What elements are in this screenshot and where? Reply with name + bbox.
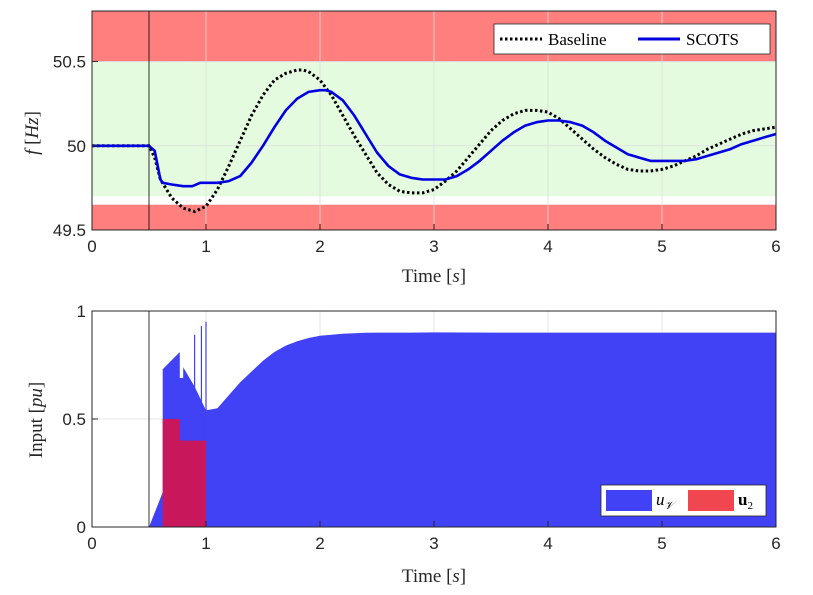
x-label-unit: s [452, 266, 459, 287]
x-tick-label: 1 [201, 534, 210, 553]
x-tick-label: 3 [429, 534, 438, 553]
x-tick-label: 3 [429, 237, 438, 256]
y-label-unit: pu [26, 388, 47, 409]
series-line-scots [92, 88, 776, 188]
frequency-chart: 0 1 2 3 4 5 6 49.5 50 50.5 f [Hz] Time [s] Baseli… [22, 10, 781, 287]
x-label-text: Time [402, 266, 441, 287]
input-x-axis-label: Time [s] [402, 566, 466, 587]
x-tick-label: 5 [657, 237, 666, 256]
y-tick-label: 50.5 [53, 53, 86, 72]
x-tick-label: 5 [657, 534, 666, 553]
frequency-legend: Baseline SCOTS [493, 23, 771, 55]
x-label-unit: s [452, 566, 459, 587]
y-tick-label: 0 [77, 518, 86, 537]
x-tick-label: 2 [315, 237, 324, 256]
y-tick-label: 50 [67, 137, 86, 156]
input-y-axis-label: Input [pu] [26, 382, 47, 459]
x-tick-label: 6 [771, 237, 780, 256]
y-tick-label: 0.5 [62, 410, 86, 429]
y-tick-label: 1 [77, 302, 86, 321]
y-label-text: Input [26, 417, 47, 458]
x-tick-label: 4 [543, 237, 552, 256]
x-tick-label: 2 [315, 534, 324, 553]
x-tick-label: 1 [201, 237, 210, 256]
area-u2 [162, 419, 206, 527]
area-uv [149, 332, 776, 527]
legend-label-u2: u2 [738, 490, 753, 512]
input-chart: 0 1 2 3 4 5 6 0 0.5 1 Input [pu] Time [s] u𝒱 u2 [26, 302, 781, 587]
legend-swatch-u2 [688, 490, 734, 511]
legend-label-scots: SCOTS [686, 30, 739, 49]
frequency-x-axis-label: Time [s] [402, 266, 466, 287]
legend-swatch-uv [606, 490, 652, 511]
x-tick-label: 0 [87, 534, 96, 553]
input-legend: u𝒱 u2 [600, 484, 767, 517]
x-label-text: Time [402, 566, 441, 587]
frequency-y-axis-label: f [Hz] [22, 111, 43, 155]
x-tick-label: 4 [543, 534, 552, 553]
x-tick-label: 6 [771, 534, 780, 553]
y-tick-label: 49.5 [53, 221, 86, 240]
y-label-unit: Hz [22, 117, 43, 140]
series-line-baseline [92, 68, 776, 213]
x-tick-label: 0 [87, 237, 96, 256]
legend-label-baseline: Baseline [548, 30, 607, 49]
y-label-symbol: f [22, 147, 43, 155]
